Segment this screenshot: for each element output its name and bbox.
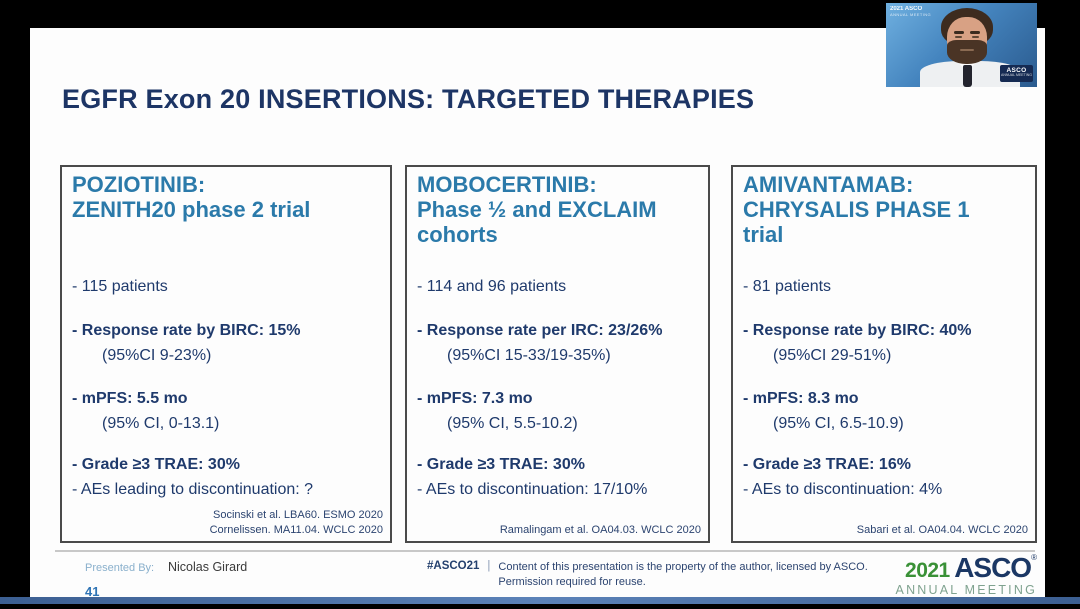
- citation: Sabari et al. OA04.04. WCLC 2020: [856, 523, 1028, 536]
- footer-license-block: #ASCO21 | Content of this presentation i…: [427, 560, 868, 590]
- citation: Socinski et al. LBA60. ESMO 2020 Corneli…: [209, 509, 383, 536]
- patients-line: - 115 patients: [72, 278, 168, 295]
- hashtag: #ASCO21: [427, 560, 480, 572]
- speaker-mouth: [960, 49, 974, 51]
- panel-amivantamab: AMIVANTAMAB: CHRYSALIS PHASE 1 trial - 8…: [731, 165, 1037, 543]
- patients-line: - 114 and 96 patients: [417, 278, 567, 295]
- response-ci-line: (95%CI 15-33/19-35%): [447, 347, 611, 364]
- page-number: 41: [85, 584, 100, 599]
- logo-year: 2021: [905, 559, 950, 582]
- speaker-webcam-video[interactable]: 2021 ASCO ANNUAL MEETING ASCO ANNUAL MEE…: [886, 3, 1037, 87]
- citation: Ramalingam et al. OA04.03. WCLC 2020: [499, 523, 701, 536]
- mpfs-line: - mPFS: 5.5 mo: [72, 390, 188, 407]
- badge-sublabel: ANNUAL MEETING: [1001, 73, 1032, 78]
- panel-mobocertinib: MOBOCERTINIB: Phase ½ and EXCLAIM cohort…: [405, 165, 710, 543]
- mpfs-line: - mPFS: 8.3 mo: [743, 390, 859, 407]
- response-rate-line: - Response rate by BIRC: 40%: [743, 322, 972, 339]
- mpfs-ci-line: (95% CI, 6.5-10.9): [773, 415, 904, 432]
- trae-line: - Grade ≥3 TRAE: 30%: [417, 456, 585, 473]
- trae-line: - Grade ≥3 TRAE: 30%: [72, 456, 240, 473]
- presentation-slide: EGFR Exon 20 INSERTIONS: TARGETED THERAP…: [30, 28, 1045, 599]
- footer-divider: [55, 550, 1035, 552]
- webcam-watermark: 2021 ASCO ANNUAL MEETING: [890, 6, 931, 17]
- mpfs-line: - mPFS: 7.3 mo: [417, 390, 533, 407]
- presenter-name: Nicolas Girard: [168, 560, 248, 574]
- speaker-eyes: [955, 36, 979, 38]
- panel-header: MOBOCERTINIB: Phase ½ and EXCLAIM cohort…: [417, 172, 657, 248]
- license-text: Content of this presentation is the prop…: [498, 560, 867, 590]
- speaker-eyebrows: [954, 31, 980, 34]
- license-line-1: Content of this presentation is the prop…: [498, 561, 868, 573]
- panel-header: POZIOTINIB: ZENITH20 phase 2 trial: [72, 172, 311, 223]
- discontinuation-line: - AEs to discontinuation: 17/10%: [417, 481, 648, 498]
- mpfs-ci-line: (95% CI, 5.5-10.2): [447, 415, 578, 432]
- response-ci-line: (95%CI 9-23%): [102, 347, 212, 364]
- panel-header: AMIVANTAMAB: CHRYSALIS PHASE 1 trial: [743, 172, 970, 248]
- registered-mark: ®: [1031, 553, 1037, 562]
- panel-poziotinib: POZIOTINIB: ZENITH20 phase 2 trial - 115…: [60, 165, 392, 543]
- webcam-asco-badge: ASCO ANNUAL MEETING: [1000, 65, 1033, 82]
- trae-line: - Grade ≥3 TRAE: 16%: [743, 456, 911, 473]
- speaker-tie: [963, 65, 972, 87]
- badge-label: ASCO: [1006, 67, 1027, 74]
- logo-org: ASCO: [954, 552, 1032, 583]
- discontinuation-line: - AEs to discontinuation: 4%: [743, 481, 943, 498]
- webcam-watermark-sub: ANNUAL MEETING: [890, 11, 932, 17]
- license-line-2: Permission required for reuse.: [498, 575, 646, 588]
- mpfs-ci-line: (95% CI, 0-13.1): [102, 415, 220, 432]
- webcam-watermark-main: 2021 ASCO: [890, 6, 923, 12]
- response-ci-line: (95%CI 29-51%): [773, 347, 892, 364]
- presented-by-label: Presented By:: [85, 562, 155, 574]
- page-title: EGFR Exon 20 INSERTIONS: TARGETED THERAP…: [62, 84, 755, 114]
- speaker-beard: [947, 40, 987, 64]
- response-rate-line: - Response rate per IRC: 23/26%: [417, 322, 663, 339]
- patients-line: - 81 patients: [743, 278, 832, 295]
- discontinuation-line: - AEs leading to discontinuation: ?: [72, 481, 314, 498]
- response-rate-line: - Response rate by BIRC: 15%: [72, 322, 301, 339]
- separator: |: [487, 560, 491, 572]
- logo-meeting: ANNUAL MEETING: [895, 583, 1037, 597]
- asco-logo: 2021 ASCO® ANNUAL MEETING: [895, 552, 1037, 598]
- bottom-accent-bar: [0, 597, 1080, 604]
